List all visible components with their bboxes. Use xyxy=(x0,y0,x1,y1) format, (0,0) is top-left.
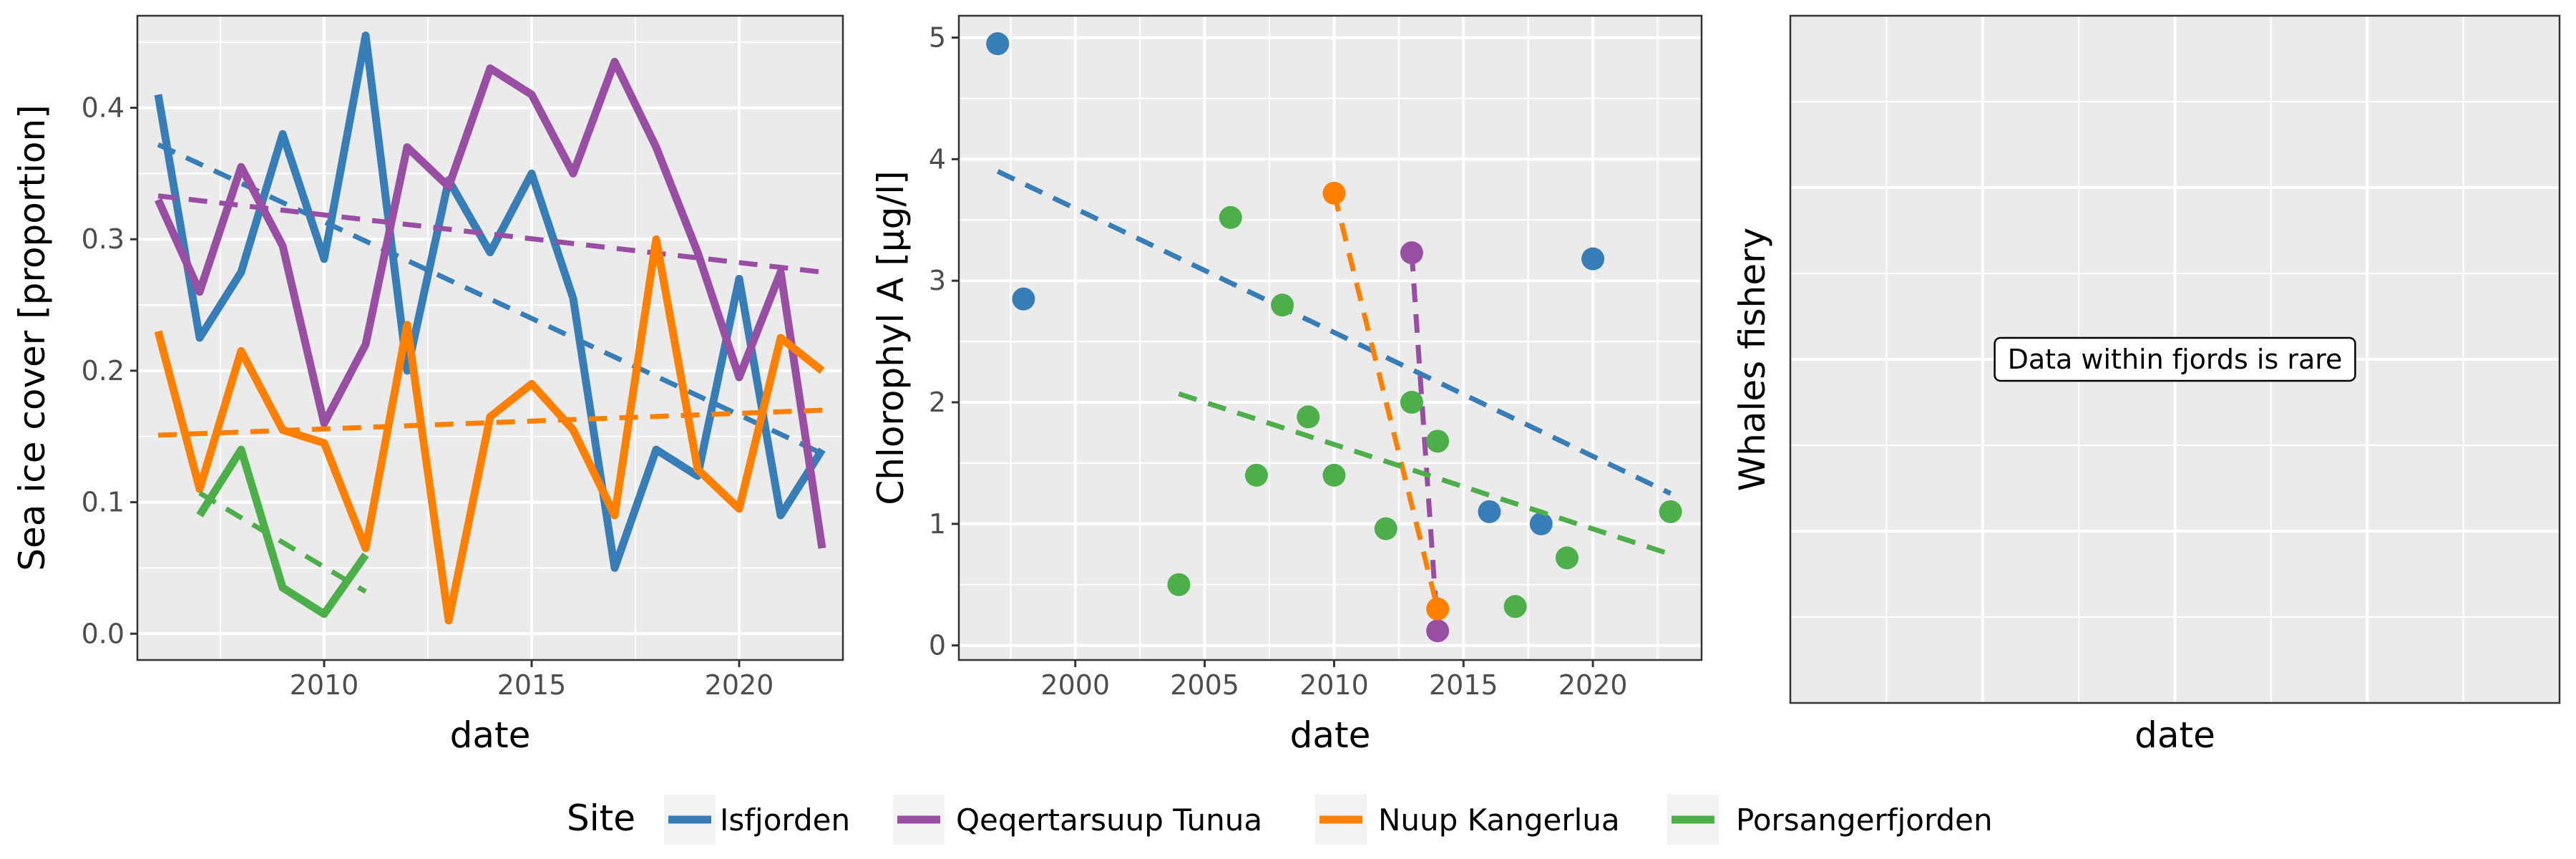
x-tick-label: 2000 xyxy=(1040,669,1110,701)
data-point-isfjorden xyxy=(986,32,1010,56)
x-tick-label: 2015 xyxy=(497,669,567,701)
trend-line-qeqertarsuup-tunua xyxy=(157,193,823,275)
data-point-qeqertarsuup-tunua xyxy=(1400,241,1423,265)
trend-line-nuup-kangerlua xyxy=(1332,193,1440,610)
data-point-qeqertarsuup-tunua xyxy=(1426,619,1450,643)
data-point-porsangerfjorden xyxy=(1503,595,1527,618)
data-point-porsangerfjorden xyxy=(1659,500,1682,523)
series-line-nuup-kangerlua xyxy=(154,235,825,625)
panel-3: Data within fjords is rare date Whales fis… xyxy=(1732,14,2561,756)
legend-item-qeqertarsuup-tunua: Qeqertarsuup Tunua xyxy=(893,795,1262,845)
y-tick-label: 2 xyxy=(929,387,946,418)
y-tick-label: 0.3 xyxy=(82,223,125,255)
y-axis-title: Whales fishery xyxy=(1732,228,1773,492)
y-axis-title: Sea ice cover [proportion] xyxy=(11,105,53,571)
legend-item-nuup-kangerlua: Nuup Kangerlua xyxy=(1315,795,1620,845)
data-point-porsangerfjorden xyxy=(1322,463,1346,487)
data-point-porsangerfjorden xyxy=(1244,463,1268,487)
y-axis-title: Chlorophyl A [µg/l] xyxy=(870,170,912,505)
y-tick-label: 4 xyxy=(929,143,946,175)
annotation-text: Data within fjords is rare xyxy=(2008,344,2343,375)
y-tick-label: 0 xyxy=(929,630,946,661)
y-tick-label: 5 xyxy=(929,22,946,54)
y-tick-label: 0.0 xyxy=(82,618,125,649)
legend-title: Site xyxy=(567,797,635,839)
legend-item-porsangerfjorden: Porsangerfjorden xyxy=(1667,795,1993,845)
series-line-porsangerfjorden xyxy=(196,445,369,618)
data-point-porsangerfjorden xyxy=(1167,573,1191,596)
panel-2: 2000 2005 2010 2015 2020 0 1 2 3 4 5 date Chlorophyl… xyxy=(870,14,1703,756)
trend-line-qeqertarsuup-tunua xyxy=(1409,252,1440,631)
x-tick-label: 2010 xyxy=(1299,669,1369,701)
data-point-porsangerfjorden xyxy=(1271,293,1294,317)
y-tick-label: 0.2 xyxy=(82,355,125,387)
y-tick-label: 3 xyxy=(929,265,946,296)
panel-background xyxy=(959,16,1702,660)
data-layer xyxy=(986,32,1682,643)
series-line-isfjorden xyxy=(154,31,826,572)
y-tick-label: 1 xyxy=(929,508,946,540)
data-point-porsangerfjorden xyxy=(1400,391,1423,414)
x-tick-label: 2005 xyxy=(1170,669,1239,701)
legend: Site Isfjorden Qeqertarsuup Tunua Nuup Kang… xyxy=(567,795,1993,845)
data-point-porsangerfjorden xyxy=(1426,430,1450,453)
x-tick-label: 2020 xyxy=(1558,669,1628,701)
legend-label: Porsangerfjorden xyxy=(1736,802,1993,838)
series-line-qeqertarsuup-tunua xyxy=(154,57,826,549)
trend-line-porsangerfjorden xyxy=(198,490,367,594)
x-tick-label: 2015 xyxy=(1429,669,1498,701)
legend-label: Nuup Kangerlua xyxy=(1378,802,1620,838)
data-point-porsangerfjorden xyxy=(1219,205,1242,229)
data-point-isfjorden xyxy=(1478,500,1501,523)
x-axis-title: date xyxy=(2135,714,2215,756)
data-point-nuup-kangerlua xyxy=(1322,181,1346,205)
data-point-isfjorden xyxy=(1581,247,1605,271)
legend-label: Isfjorden xyxy=(720,802,850,838)
annotation-label: Data within fjords is rare xyxy=(1994,336,2356,382)
y-tick-label: 0.1 xyxy=(82,487,125,518)
trend-line-porsangerfjorden xyxy=(1178,391,1672,557)
panel-1: 2010 2015 2020 0.0 0.1 0.2 0.3 0.4 date Sea ice c… xyxy=(11,14,844,756)
x-axis-title: date xyxy=(1290,714,1371,756)
data-point-isfjorden xyxy=(1529,512,1553,535)
x-tick-label: 2020 xyxy=(705,669,774,701)
data-point-isfjorden xyxy=(1012,287,1035,311)
panel-border xyxy=(1789,14,2561,704)
y-tick-label: 0.4 xyxy=(82,92,125,124)
panel-border xyxy=(957,14,1703,661)
data-point-porsangerfjorden xyxy=(1374,517,1397,540)
legend-label: Qeqertarsuup Tunua xyxy=(956,802,1262,838)
trend-line-isfjorden xyxy=(996,169,1672,496)
trend-line-nuup-kangerlua xyxy=(157,407,823,438)
data-point-nuup-kangerlua xyxy=(1426,597,1450,621)
data-point-porsangerfjorden xyxy=(1297,405,1320,429)
legend-item-isfjorden: Isfjorden xyxy=(664,795,850,845)
x-axis-title: date xyxy=(450,714,531,756)
panel-background xyxy=(137,16,843,660)
x-tick-label: 2010 xyxy=(290,669,359,701)
data-layer xyxy=(154,31,826,625)
panel-border xyxy=(136,14,844,661)
annotation-box xyxy=(1994,336,2356,382)
data-point-porsangerfjorden xyxy=(1555,546,1579,570)
